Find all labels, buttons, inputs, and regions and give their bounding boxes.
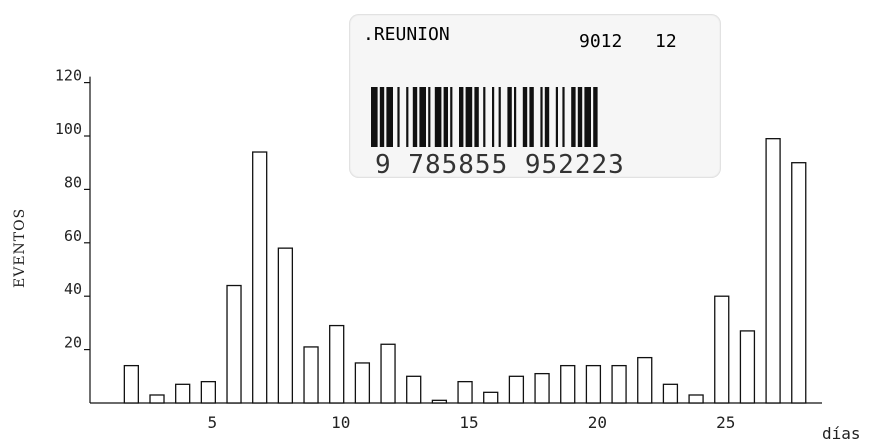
bar bbox=[483, 391, 499, 404]
barcode-bar bbox=[419, 87, 426, 147]
x-tick-label: 15 bbox=[459, 413, 478, 432]
bar bbox=[508, 375, 525, 404]
barcode-bar bbox=[386, 87, 393, 147]
barcode-bar bbox=[450, 87, 453, 147]
barcode-bar bbox=[406, 87, 409, 147]
bar bbox=[406, 375, 422, 404]
y-tick-label: 100 bbox=[55, 120, 82, 138]
y-axis-label: EVENTOS bbox=[12, 207, 28, 288]
bar bbox=[329, 324, 345, 404]
bar bbox=[226, 284, 242, 404]
barcode-bar bbox=[379, 87, 385, 147]
barcode-bar bbox=[529, 87, 534, 147]
barcode-bar bbox=[443, 87, 448, 147]
bar bbox=[149, 394, 165, 404]
barcode-bar bbox=[571, 87, 576, 147]
bar bbox=[457, 380, 473, 404]
y-tick-label: 40 bbox=[64, 280, 82, 298]
y-tick-label: 80 bbox=[64, 173, 82, 191]
bar bbox=[380, 343, 396, 404]
barcode-bar bbox=[514, 87, 517, 147]
bar bbox=[252, 151, 268, 404]
barcode-bar bbox=[544, 87, 550, 147]
bar bbox=[611, 364, 627, 404]
barcode-bar bbox=[412, 87, 418, 147]
barcode-bar bbox=[507, 87, 512, 147]
barcode-bar bbox=[397, 87, 400, 147]
y-tick-label: 60 bbox=[64, 227, 82, 245]
barcode-bar bbox=[555, 87, 558, 147]
sticker-title: .REUNION bbox=[363, 24, 450, 45]
bar bbox=[739, 330, 756, 404]
barcode-bar bbox=[492, 87, 495, 147]
bar bbox=[277, 247, 294, 404]
bar bbox=[791, 162, 807, 404]
bar bbox=[714, 295, 730, 404]
barcode-bar bbox=[465, 87, 473, 147]
bar bbox=[688, 394, 704, 404]
bar bbox=[534, 372, 550, 404]
x-axis-label: días bbox=[822, 424, 861, 443]
barcode-bar bbox=[428, 87, 431, 147]
bar bbox=[123, 364, 139, 404]
x-tick-label: 10 bbox=[331, 413, 350, 432]
bar bbox=[560, 364, 576, 404]
barcode-bar bbox=[593, 87, 598, 147]
barcode-bar bbox=[584, 87, 591, 147]
bar bbox=[765, 138, 781, 404]
barcode-bar bbox=[522, 87, 528, 147]
bar bbox=[354, 362, 371, 404]
barcode-bar bbox=[562, 87, 565, 147]
barcode-bar bbox=[474, 87, 479, 147]
sticker-code-1: 9012 bbox=[579, 31, 623, 52]
barcode-sticker: .REUNION 9012 12 9 785855 952223 bbox=[349, 14, 721, 180]
barcode-bar bbox=[540, 87, 543, 147]
barcode-image bbox=[371, 87, 598, 147]
bar bbox=[303, 346, 319, 404]
bar bbox=[585, 364, 602, 404]
bar bbox=[431, 399, 448, 404]
barcode-bar bbox=[577, 87, 583, 147]
barcode-bar bbox=[459, 87, 464, 147]
x-tick-label: 5 bbox=[208, 413, 218, 432]
x-tick-label: 20 bbox=[588, 413, 607, 432]
isbn-digits: 9 785855 952223 bbox=[375, 150, 625, 180]
barcode-bar bbox=[434, 87, 442, 147]
y-tick-label: 120 bbox=[55, 67, 82, 85]
x-tick-label: 25 bbox=[716, 413, 735, 432]
y-tick-label: 20 bbox=[64, 334, 82, 352]
barcode-bar bbox=[371, 87, 378, 147]
barcode-bar bbox=[483, 87, 486, 147]
barcode-bar bbox=[498, 87, 501, 147]
bar bbox=[637, 356, 653, 404]
bar bbox=[662, 383, 679, 404]
sticker-code-2: 12 bbox=[655, 31, 677, 52]
bar bbox=[175, 383, 191, 404]
bar bbox=[200, 380, 217, 404]
